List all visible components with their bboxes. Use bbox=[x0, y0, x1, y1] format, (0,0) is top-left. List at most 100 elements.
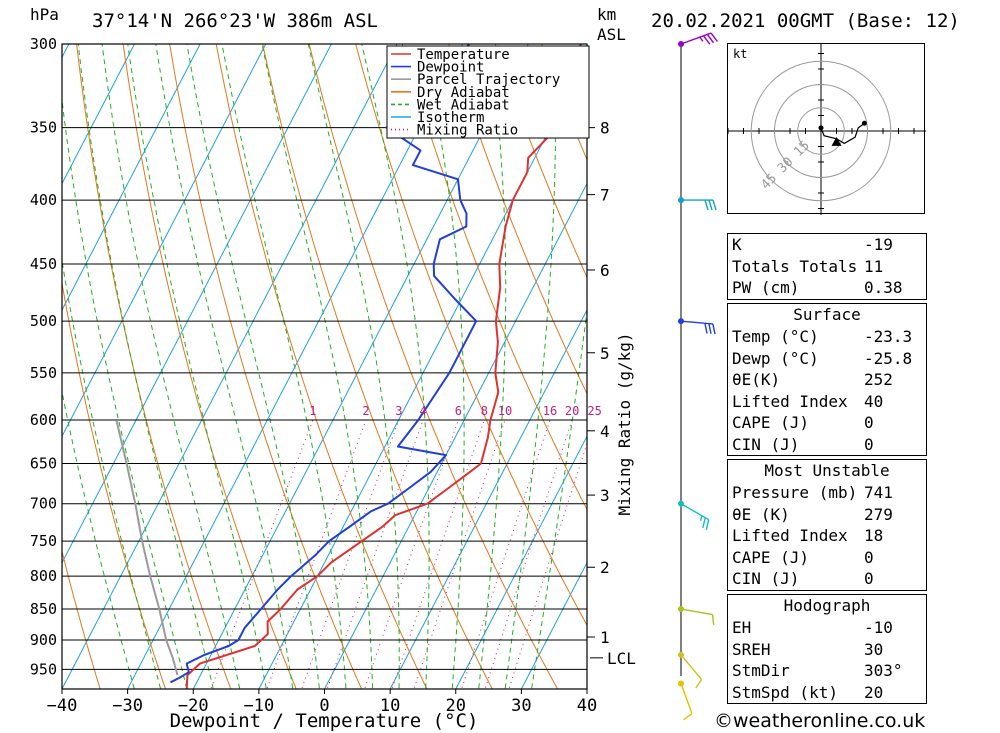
y-tick-label: 700 bbox=[30, 495, 57, 513]
parameter-value: -10 bbox=[864, 618, 893, 637]
wet-adiabat-line bbox=[361, 44, 430, 689]
parameter-value: 303° bbox=[864, 661, 903, 680]
wet-adiabat-line bbox=[261, 44, 374, 689]
dry-adiabat-line bbox=[262, 44, 493, 689]
parameter-value: 279 bbox=[864, 504, 893, 524]
wet-adiabat-line bbox=[62, 96, 188, 689]
parameter-row: Temp (°C) -23.3 bbox=[728, 326, 926, 348]
parameter-value: 20 bbox=[864, 682, 884, 702]
parameter-row: K -19 bbox=[728, 234, 926, 256]
series-parcel-trajectory bbox=[115, 419, 179, 676]
parameter-row: Pressure (mb) 741 bbox=[728, 482, 926, 504]
most-unstable-panel: Most Unstable Pressure (mb) 741 θE (K) 279 L… bbox=[727, 459, 927, 591]
wind-barb-flag bbox=[712, 199, 717, 211]
most-unstable-title: Most Unstable bbox=[764, 461, 890, 480]
asl-unit: ASL bbox=[597, 25, 626, 44]
parameter-row: EH -10 bbox=[728, 617, 926, 639]
hodo-trace-start bbox=[818, 125, 824, 131]
mixing-ratio-line bbox=[326, 419, 424, 689]
y-tick-label: 950 bbox=[30, 660, 57, 678]
legend-box bbox=[386, 45, 590, 139]
wind-barb bbox=[678, 500, 710, 531]
mixing-ratio-line bbox=[391, 419, 485, 689]
isotherm-line bbox=[62, 44, 332, 564]
parameter-label: StmSpd (kt) bbox=[732, 682, 838, 702]
wet-adiabat-line bbox=[62, 389, 135, 689]
series-temperature bbox=[185, 44, 582, 689]
parameter-row: θE (K) 279 bbox=[728, 504, 926, 526]
wind-barb bbox=[678, 197, 717, 211]
parameter-value: -23.3 bbox=[864, 327, 913, 346]
y-tick-label: 400 bbox=[30, 191, 57, 209]
x-tick-label: −20 bbox=[178, 696, 209, 716]
parameter-value: 0 bbox=[864, 434, 874, 454]
wind-barb-flag bbox=[702, 517, 706, 529]
parameter-label: CAPE (J) bbox=[732, 547, 810, 567]
parameter-row: SREH 30 bbox=[728, 639, 926, 661]
mixing-ratio-axis-label: Mixing Ratio (g/kg) bbox=[615, 332, 634, 515]
hodo-ring-label: 45 bbox=[758, 171, 780, 193]
wind-barb bbox=[678, 318, 716, 335]
km-tick-label: 2 bbox=[600, 558, 610, 577]
wind-barb-shaft bbox=[680, 32, 712, 45]
wind-barb-flag bbox=[695, 679, 703, 689]
parameter-value: 741 bbox=[864, 483, 893, 502]
parameter-value: 0 bbox=[864, 413, 874, 432]
parameter-value: -19 bbox=[864, 235, 893, 254]
dry-adiabat-line bbox=[494, 44, 587, 279]
mixing-ratio-line bbox=[484, 419, 573, 689]
mixing-ratio-label: 8 bbox=[481, 404, 488, 418]
mixing-ratio-label: 20 bbox=[565, 404, 579, 418]
mixing-ratio-line bbox=[301, 419, 400, 689]
isotherm-line bbox=[0, 0, 55, 697]
location-title: 37°14'N 266°23'W 386m ASL bbox=[92, 10, 378, 32]
parameter-row: Dewp (°C) -25.8 bbox=[728, 348, 926, 370]
isotherm-line bbox=[62, 44, 136, 185]
x-tick-label: −30 bbox=[112, 696, 143, 716]
y-tick-label: 600 bbox=[30, 411, 57, 429]
hodo-ring-label: 30 bbox=[775, 155, 797, 177]
x-tick-label: 0 bbox=[319, 696, 329, 716]
dry-adiabat-line bbox=[401, 44, 587, 511]
wet-adiabat-line bbox=[307, 44, 400, 689]
wet-adiabat-line bbox=[155, 44, 294, 689]
parameter-value: 18 bbox=[864, 526, 884, 545]
x-tick-label: −10 bbox=[244, 696, 275, 716]
wind-barb-half-flag bbox=[699, 515, 703, 521]
wind-barb-flag bbox=[704, 323, 708, 334]
y-tick-label: 500 bbox=[30, 312, 57, 330]
dry-adiabat-line bbox=[961, 44, 1000, 697]
wind-barb-flag bbox=[704, 199, 709, 211]
hodo-ring bbox=[797, 107, 845, 155]
parameter-value: 0.38 bbox=[864, 278, 903, 297]
mixing-ratio-line bbox=[210, 419, 314, 689]
parameter-value: 30 bbox=[864, 639, 884, 659]
wind-barb-flag bbox=[702, 35, 711, 45]
parameter-row: Lifted Index 18 bbox=[728, 525, 926, 547]
lcl-label: LCL bbox=[607, 649, 636, 668]
parameter-row: CAPE (J) 0 bbox=[728, 547, 926, 569]
wind-barb-flag bbox=[711, 614, 715, 626]
parameter-label: K bbox=[732, 235, 742, 254]
x-tick-label: 30 bbox=[511, 696, 531, 716]
hodo-ring bbox=[750, 60, 892, 202]
parameter-label: CIN (J) bbox=[732, 569, 800, 588]
wind-barb-shaft bbox=[680, 320, 713, 325]
hodo-trace bbox=[820, 122, 865, 145]
parameter-label: θE (K) bbox=[732, 504, 790, 524]
credit-link[interactable]: ©weatheronline.co.uk bbox=[714, 710, 926, 732]
wet-adiabat-line bbox=[101, 44, 241, 689]
wind-barb-flag bbox=[705, 519, 710, 531]
storm-motion-marker bbox=[831, 136, 842, 146]
x-tick-label: 20 bbox=[446, 696, 466, 716]
legend-entry: Dewpoint bbox=[417, 60, 484, 76]
parameter-label: Lifted Index bbox=[732, 391, 848, 411]
mixing-ratio-label: 2 bbox=[362, 404, 369, 418]
hodo-trace-end bbox=[861, 120, 867, 126]
parameter-row: θE(K) 252 bbox=[728, 369, 926, 391]
parameter-row: CIN (J) 0 bbox=[728, 434, 926, 456]
km-tick-label: 8 bbox=[600, 119, 610, 138]
parameter-row: Lifted Index 40 bbox=[728, 391, 926, 413]
wind-barb bbox=[678, 32, 718, 47]
